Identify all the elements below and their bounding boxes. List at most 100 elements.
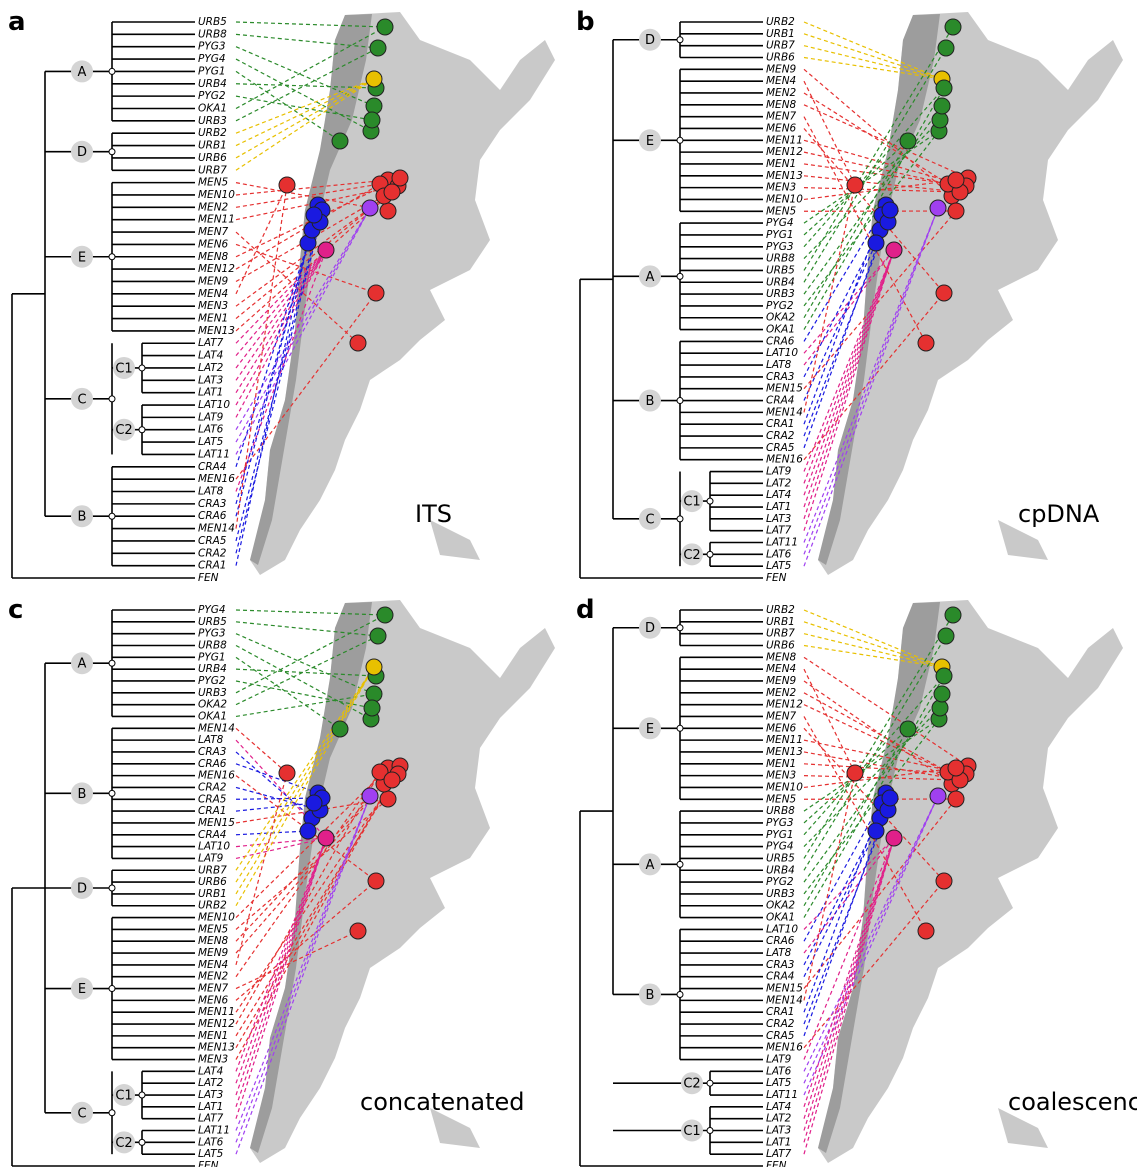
clade-label: C <box>77 1106 86 1121</box>
locality-dot <box>938 628 954 644</box>
map <box>250 600 555 1163</box>
clade-label: B <box>646 988 655 1003</box>
panel-marker: ITS <box>415 500 452 528</box>
clade-label: C1 <box>683 1124 700 1139</box>
tip-label: CRA2 <box>766 430 795 442</box>
tip-label: URB3 <box>198 115 227 127</box>
tip-label: LAT4 <box>198 1065 223 1077</box>
tip-label: MEN7 <box>198 226 229 238</box>
tip-label: PYG1 <box>766 829 794 841</box>
tip-label: MEN7 <box>766 710 797 722</box>
panel-letter: a <box>8 7 26 37</box>
locality-dot <box>948 203 964 219</box>
tip-label: LAT1 <box>198 1101 223 1113</box>
clade-label: C2 <box>115 1136 132 1151</box>
node <box>109 396 115 402</box>
node <box>677 725 683 731</box>
tree <box>580 610 763 1166</box>
node <box>109 885 115 891</box>
tip-label: MEN13 <box>198 1042 235 1054</box>
tree <box>12 610 195 1166</box>
tip-label: URB5 <box>198 16 227 28</box>
locality-dot <box>900 133 916 149</box>
locality-dot <box>868 823 884 839</box>
tip-label: MEN15 <box>766 983 803 995</box>
tip-label: LAT7 <box>198 1113 224 1125</box>
panel-letter: c <box>8 595 23 625</box>
node <box>677 991 683 997</box>
clade-label: C1 <box>115 1089 132 1104</box>
map <box>818 12 1123 575</box>
tip-label: URB5 <box>198 616 227 628</box>
locality-dot <box>368 285 384 301</box>
locality-dot <box>364 700 380 716</box>
locality-dot <box>945 607 961 623</box>
tip-label: OKA2 <box>198 699 227 711</box>
tip-label: FEN <box>198 1160 219 1167</box>
tip-label: MEN15 <box>198 817 235 829</box>
tip-label: MEN11 <box>766 134 803 146</box>
panel: URB2URB1URB7URB6MEN9MEN4MEN2MEN8MEN7MEN6… <box>576 7 1123 584</box>
locality-dot <box>932 112 948 128</box>
tip-label: PYG3 <box>766 817 794 829</box>
locality-dot <box>934 686 950 702</box>
locality-dot <box>279 765 295 781</box>
tip-label: PYG2 <box>198 90 226 102</box>
tip-label: URB8 <box>766 253 795 265</box>
tip-label: LAT5 <box>766 560 792 572</box>
locality-dot <box>936 80 952 96</box>
tip-label: MEN6 <box>766 722 797 734</box>
locality-dot <box>377 19 393 35</box>
clade-label: C2 <box>683 1077 700 1092</box>
node <box>109 149 115 155</box>
tip-label: CRA5 <box>766 1030 795 1042</box>
tip-label: MEN12 <box>766 146 803 158</box>
tip-label: URB3 <box>766 888 795 900</box>
figure: URB5URB8PYG3PYG4PYG1URB4PYG2OKA1URB3URB2… <box>0 0 1137 1167</box>
tip-label: MEN13 <box>766 170 803 182</box>
locality-dot <box>847 765 863 781</box>
clade-label: E <box>646 722 654 737</box>
locality-dot <box>380 791 396 807</box>
connector <box>804 669 855 773</box>
node <box>109 660 115 666</box>
tip-label: URB8 <box>198 639 227 651</box>
tip-label: LAT3 <box>766 513 791 525</box>
tip-label: MEN12 <box>198 1018 235 1030</box>
node <box>109 513 115 519</box>
clade-label: B <box>78 510 87 525</box>
clade-label: E <box>646 134 654 149</box>
tip-label: PYG2 <box>198 675 226 687</box>
locality-dot <box>936 285 952 301</box>
tip-label: LAT11 <box>198 448 230 460</box>
tip-label: MEN10 <box>766 193 803 205</box>
locality-dot <box>306 207 322 223</box>
node <box>707 1080 713 1086</box>
tip-label: MEN10 <box>198 912 235 924</box>
tip-label: LAT3 <box>766 1125 791 1137</box>
tip-label: URB6 <box>198 152 227 164</box>
tip-label: LAT2 <box>766 477 792 489</box>
tip-label: LAT2 <box>198 362 224 374</box>
locality-dot <box>934 98 950 114</box>
clade-label: C2 <box>115 423 132 438</box>
tip-label: OKA1 <box>766 324 795 336</box>
tip-label: CRA5 <box>198 793 227 805</box>
clade-label: E <box>78 982 86 997</box>
locality-dot <box>318 830 334 846</box>
tip-label: MEN12 <box>766 699 803 711</box>
locality-dot <box>368 873 384 889</box>
tip-label: LAT11 <box>198 1125 230 1137</box>
tip-label: MEN13 <box>766 746 803 758</box>
tip-label: MEN2 <box>766 87 797 99</box>
tip-label: LAT8 <box>766 359 792 371</box>
clade-label: A <box>646 858 655 873</box>
tip-label: MEN11 <box>198 1006 235 1018</box>
tip-label: MEN14 <box>198 722 235 734</box>
tip-label: URB5 <box>766 264 795 276</box>
tip-label: MEN10 <box>198 189 235 201</box>
tip-label: MEN15 <box>766 383 803 395</box>
tip-label: LAT4 <box>766 489 791 501</box>
tip-label: MEN8 <box>766 99 797 111</box>
tip-label: PYG3 <box>198 628 226 640</box>
